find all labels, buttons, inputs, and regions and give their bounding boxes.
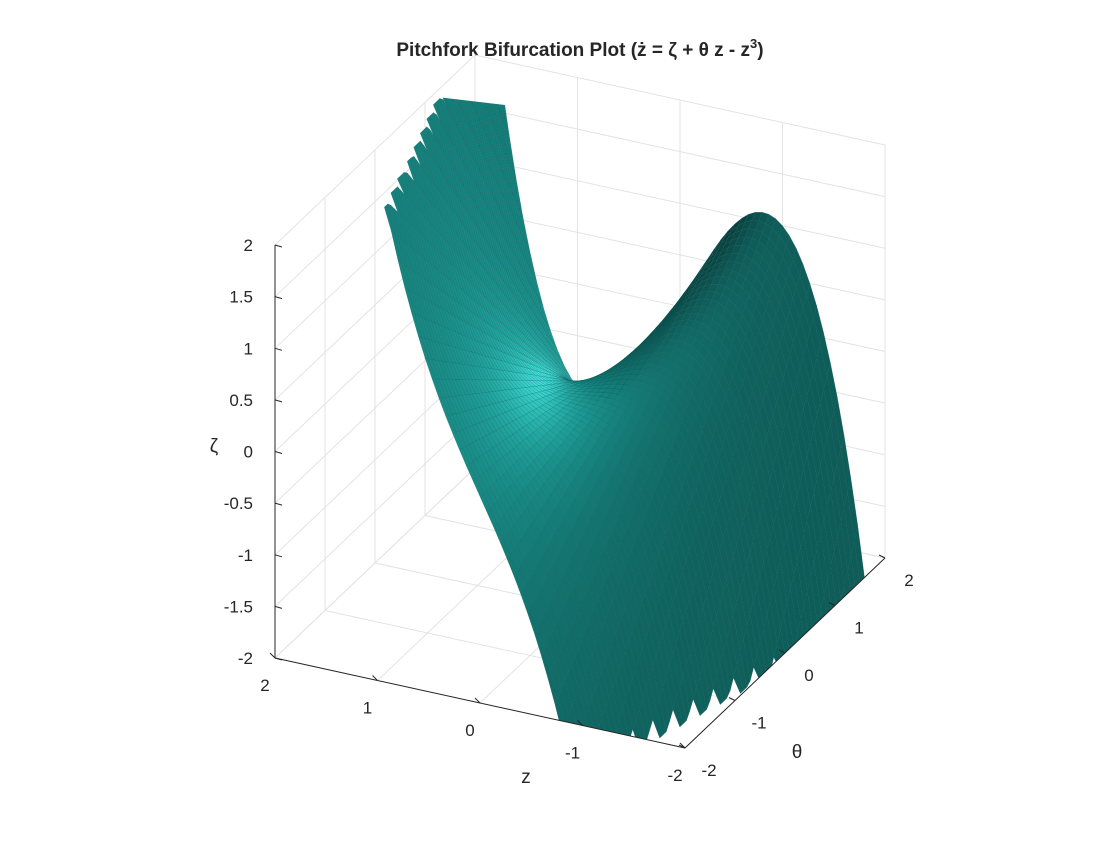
- surface-patch: [579, 726, 589, 766]
- x-tick-label: 1: [363, 699, 372, 718]
- z-tick-label: 1: [244, 339, 253, 358]
- x-tick-label: 2: [260, 676, 269, 695]
- surface-patch: [609, 738, 619, 763]
- surface-patch: [838, 601, 848, 635]
- y-axis-label: θ: [792, 742, 803, 763]
- z-tick-mark: [275, 503, 282, 505]
- y-tick-label: -2: [701, 761, 716, 780]
- z-tick-mark: [275, 297, 282, 299]
- surface-patch: [485, 0, 495, 36]
- z-tick-label: 0: [244, 443, 253, 462]
- surface-patch: [596, 727, 606, 769]
- z-tick-label: 0.5: [229, 391, 253, 410]
- z-tick-mark: [275, 555, 282, 557]
- y-tick-label: -1: [751, 714, 766, 733]
- chart-title: Pitchfork Bifurcation Plot (ż = ζ + θ z …: [396, 36, 763, 61]
- surface-patch: [489, 53, 499, 110]
- z-tick-mark: [275, 606, 282, 608]
- x-tick-label: -1: [565, 744, 580, 763]
- surface-patch: [482, 0, 492, 26]
- z-tick-label: -0.5: [224, 494, 253, 513]
- x-tick-mark: [270, 653, 275, 658]
- y-tick-label: 2: [904, 571, 913, 590]
- z-tick-label: 2: [244, 236, 253, 255]
- z-tick-mark: [275, 348, 282, 350]
- z-axis-label: ζ: [210, 436, 219, 457]
- surface-patch: [592, 737, 602, 772]
- y-tick-label: 0: [804, 666, 813, 685]
- surface-patch: [456, 56, 466, 91]
- z-tick-mark: [275, 245, 282, 247]
- surface: [384, 0, 871, 786]
- x-axis-label: z: [521, 767, 531, 788]
- y-tick-label: 1: [854, 619, 863, 638]
- z-tick-label: -2: [238, 649, 253, 668]
- z-tick-label: 1.5: [229, 288, 253, 307]
- z-tick-mark: [275, 400, 282, 402]
- surface-patch: [861, 578, 871, 621]
- z-tick-label: -1.5: [224, 597, 253, 616]
- z-tick-label: -1: [238, 546, 253, 565]
- x-tick-label: 0: [465, 721, 474, 740]
- x-tick-label: -2: [667, 766, 682, 785]
- surface-patch: [589, 746, 599, 775]
- z-tick-mark: [275, 452, 282, 454]
